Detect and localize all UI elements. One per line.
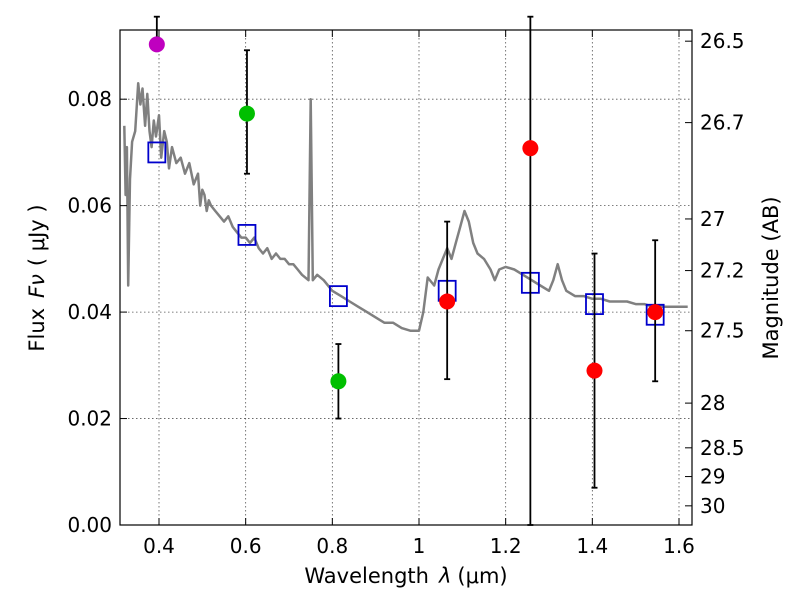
observed-point: [522, 140, 539, 157]
x-tick-label: 0.4: [143, 534, 175, 558]
y-tick-label: 0.00: [67, 513, 112, 537]
y2-tick-label: 28.5: [700, 436, 745, 460]
model-photometry-point: [147, 141, 167, 164]
y2-tick-label: 27.5: [700, 319, 745, 343]
y2-tick-label: 30: [700, 494, 725, 518]
observed-point: [148, 36, 165, 53]
x-axis-label-text: Wavelength: [304, 564, 429, 588]
x-tick-label: 0.6: [230, 534, 262, 558]
observed-point: [238, 105, 255, 122]
x-axis-label-symbol: λ: [438, 564, 451, 588]
y2-tick-label: 29: [700, 465, 725, 489]
y2-tick-label: 26.5: [700, 29, 745, 53]
x-tick-label: 0.8: [316, 534, 348, 558]
y-axis-label-text: Flux: [25, 308, 49, 352]
x-tick-label: 1.6: [663, 534, 695, 558]
data-layer: [123, 81, 688, 332]
y2-tick-label: 26.7: [700, 111, 745, 135]
y2-tick-label: 27: [700, 207, 725, 231]
observed-point: [330, 373, 347, 390]
axes: 0.4 0.6 0.8 1 1.2 1.4 1.6 0.00 0.02 0.04 0.06 0.08 2…: [67, 29, 744, 558]
model-photometry-point: [237, 224, 257, 246]
y-axis-label: Flux Fν ( μJy ): [25, 204, 49, 351]
observed-point: [586, 362, 603, 379]
y-axis-label-unit: ( μJy ): [25, 204, 49, 266]
observed-point: [647, 304, 664, 321]
x-tick-label: 1.4: [576, 534, 608, 558]
x-tick-label: 1: [413, 534, 426, 558]
y2-tick-label: 27.2: [700, 259, 745, 283]
plot-background: [120, 30, 692, 525]
error-bars: [147, 15, 665, 526]
y-tick-label: 0.08: [67, 87, 112, 111]
y-tick-label: 0.06: [67, 194, 112, 218]
plot-frame: [119, 29, 693, 526]
y2-axis-label: Magnitude (AB): [759, 196, 783, 359]
observed-point: [439, 293, 456, 310]
x-tick-label: 1.2: [490, 534, 522, 558]
y2-tick-label: 28: [700, 391, 725, 415]
model-sed-line: [123, 81, 688, 332]
y-axis-label-symbol: Fν: [25, 274, 49, 298]
y-tick-label: 0.04: [67, 300, 112, 324]
x-axis-label: Wavelength λ (μm): [304, 564, 507, 588]
y-tick-label: 0.02: [67, 407, 112, 431]
model-photometry-point: [328, 285, 348, 308]
x-axis-label-unit: (μm): [457, 564, 507, 588]
